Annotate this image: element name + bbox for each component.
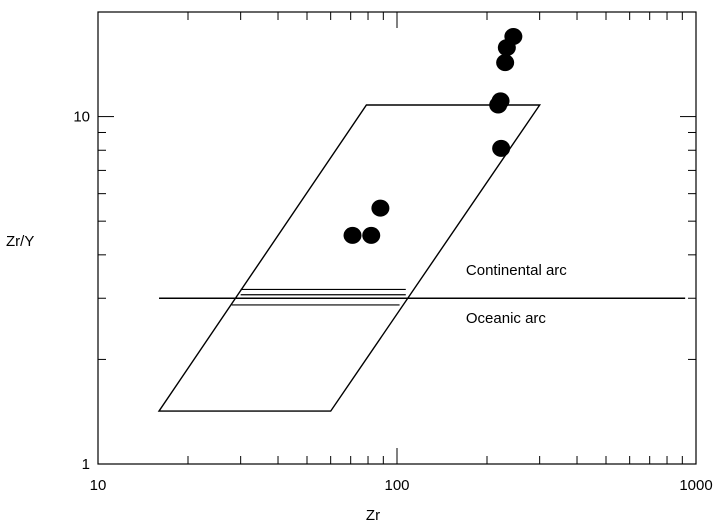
data-point [343, 226, 362, 244]
data-point [504, 28, 523, 46]
field-annotation: Continental arc [466, 262, 567, 279]
data-point [371, 199, 390, 217]
plot-frame [97, 11, 697, 465]
y-tick-label: 10 [73, 109, 90, 126]
tectonic-field-polygon [157, 104, 542, 412]
data-point [491, 92, 510, 110]
x-tick-label: 10 [90, 477, 107, 494]
major-ticks [97, 12, 697, 465]
field-lines [157, 104, 686, 412]
field-annotations: Continental arc Oceanic arc [466, 262, 567, 327]
x-tick-label: 1000 [679, 477, 712, 494]
y-axis-label: Zr/Y [6, 233, 34, 250]
data-point [362, 226, 381, 244]
field-annotation: Oceanic arc [466, 310, 547, 327]
data-point [492, 139, 511, 157]
x-tick-label: 100 [384, 477, 409, 494]
data-point [496, 54, 515, 72]
y-tick-label: 1 [82, 456, 90, 473]
x-axis-label: Zr [366, 507, 380, 524]
data-points [343, 28, 523, 244]
minor-ticks [98, 11, 696, 464]
